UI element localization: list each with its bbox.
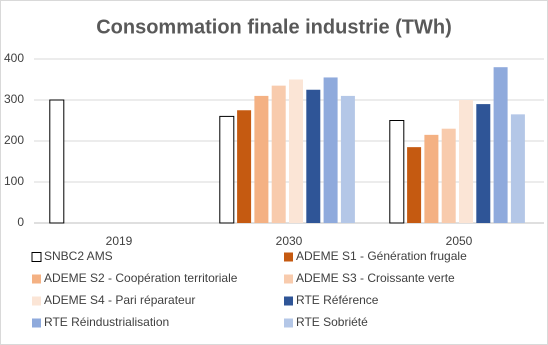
legend-label: ADEME S3 - Croissante verte [296,271,455,285]
legend-swatch [284,296,293,306]
legend-swatch [31,252,42,262]
bar [49,99,65,224]
bar [289,79,303,223]
bar [424,134,439,223]
bar [271,85,286,224]
legend-label: SNBC2 AMS [44,249,113,263]
legend-swatch [32,274,41,284]
bar [254,95,269,223]
bar [459,100,473,223]
bar [476,104,491,223]
legend-label: RTE Référence [296,293,379,307]
legend-swatch [284,318,293,328]
y-tick-label: 400 [4,51,24,65]
x-tick-label: 2030 [276,234,303,248]
bar [389,120,405,224]
bar [510,114,525,223]
bar [441,128,456,223]
y-tick-label: 100 [4,174,24,188]
bar [237,110,252,223]
legend-swatch [32,318,41,328]
legend-label: ADEME S2 - Coopération territoriale [44,271,238,285]
bar [219,115,235,224]
y-tick-label: 300 [4,92,24,106]
bar [493,67,508,223]
legend-swatch [284,252,293,262]
chart-title: Consommation finale industrie (TWh) [96,16,452,38]
legend-swatch [32,296,41,306]
y-tick-label: 200 [4,133,24,147]
bar [323,77,338,223]
bar [407,147,422,223]
x-tick-label: 2019 [106,234,133,248]
bar [340,95,355,223]
legend-label: ADEME S4 - Pari réparateur [44,293,195,307]
y-tick-label: 0 [17,215,24,229]
bar [306,89,321,223]
legend-label: ADEME S1 - Génération frugale [296,249,467,263]
legend-swatch [284,274,293,284]
x-tick-label: 2050 [446,234,473,248]
legend-label: RTE Réindustrialisation [44,315,169,329]
legend-label: RTE Sobriété [296,315,368,329]
